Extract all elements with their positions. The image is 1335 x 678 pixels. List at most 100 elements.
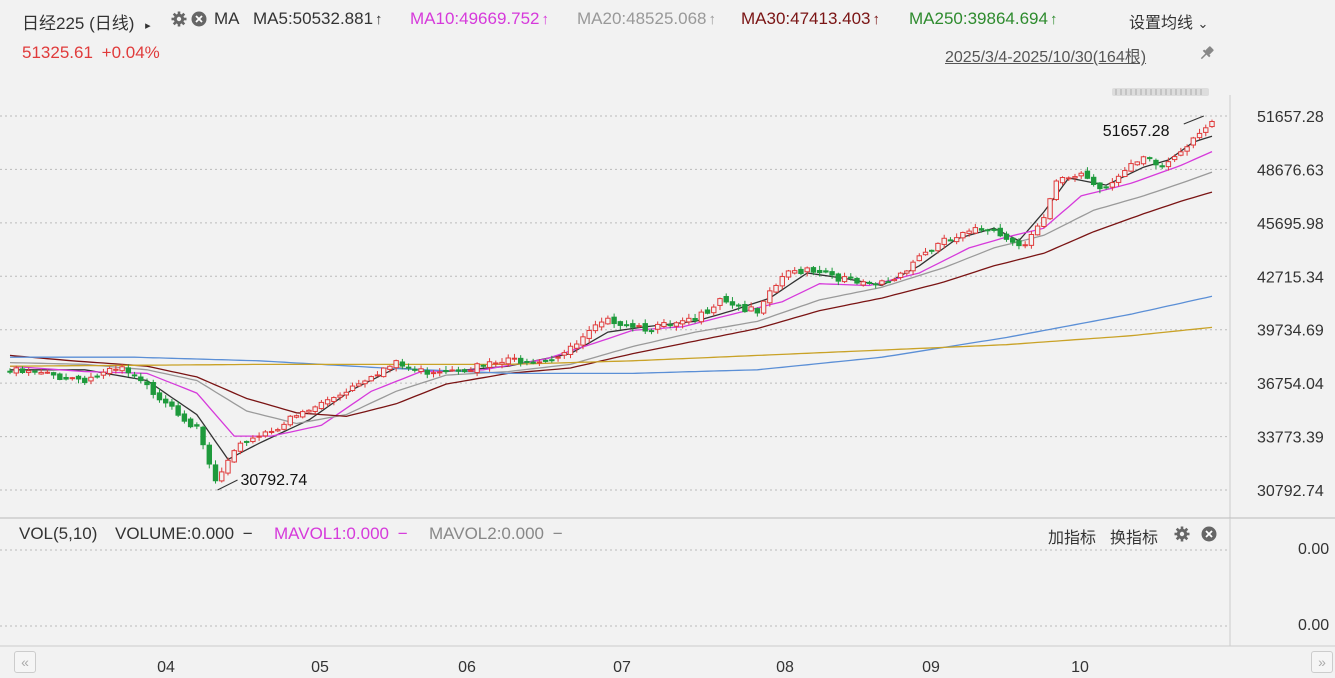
candle-down	[75, 375, 82, 380]
candle-down	[648, 330, 655, 333]
candle-down	[162, 398, 169, 404]
candle-up	[953, 237, 960, 243]
ma20-indicator: MA20:48525.068 ↑	[577, 9, 716, 29]
candle-up	[598, 321, 605, 328]
candle-down	[823, 270, 829, 273]
candle-up	[1109, 182, 1116, 188]
candle-down	[810, 267, 817, 273]
high-annotation: 51657.28	[1103, 123, 1170, 140]
chart-title[interactable]: 日经225 (日线) ▸	[22, 9, 151, 34]
candles	[7, 119, 1215, 484]
y-tick-label: 39734.69	[1257, 323, 1324, 340]
arrow-up-icon: ↑	[872, 11, 881, 28]
vol-volume: VOLUME:0.000 −	[115, 524, 253, 544]
gear-icon[interactable]	[171, 11, 187, 27]
candle-up	[300, 411, 306, 418]
candle-down	[623, 324, 630, 327]
candle-down	[754, 308, 761, 314]
candle-up	[499, 361, 505, 365]
double-left-icon[interactable]: «	[14, 651, 36, 673]
candle-down	[156, 392, 163, 401]
vol-y-tick: 0.00	[1298, 617, 1330, 634]
candle-down	[1153, 159, 1159, 166]
scroll-grip[interactable]	[1112, 87, 1209, 97]
candle-down	[617, 321, 624, 326]
candle-up	[1209, 121, 1215, 128]
candle-down	[997, 227, 1003, 237]
candle-down	[835, 273, 842, 282]
candle-up	[673, 322, 680, 327]
candle-up	[100, 371, 107, 376]
title-arrow-icon: ▸	[145, 20, 151, 32]
candle-up	[1140, 156, 1147, 165]
candle-up	[113, 368, 119, 371]
candle-up	[580, 336, 586, 346]
candle-down	[872, 283, 879, 286]
candle-up	[374, 374, 381, 377]
candle-up	[430, 372, 437, 375]
candle-down	[181, 413, 188, 422]
candle-down	[455, 369, 462, 372]
candle-down	[692, 317, 698, 321]
candle-down	[978, 228, 985, 231]
candle-up	[349, 385, 356, 392]
ma-line-ma60	[10, 295, 1213, 375]
ma10-indicator: MA10:49669.752 ↑	[410, 9, 549, 29]
candle-down	[7, 370, 13, 373]
candle-up	[574, 343, 580, 349]
candle-up	[343, 391, 350, 396]
candle-down	[704, 309, 711, 314]
x-tick-label: 09	[922, 659, 940, 676]
candle-up	[748, 306, 754, 312]
candle-down	[243, 440, 250, 443]
candle-down	[1084, 170, 1091, 179]
add-indicator-button[interactable]: 加指标	[1048, 530, 1097, 547]
candle-up	[393, 360, 399, 369]
candle-up	[1034, 225, 1041, 236]
close-icon[interactable]	[1201, 526, 1217, 542]
candle-up	[960, 231, 966, 239]
chevron-down-icon: ⌄	[1197, 16, 1209, 31]
gear-icon[interactable]	[1174, 526, 1190, 542]
y-tick-label: 51657.28	[1257, 109, 1324, 126]
candle-up	[1178, 151, 1184, 156]
date-range[interactable]: 2025/3/4-2025/10/30(164根)	[945, 49, 1147, 66]
candle-down	[798, 268, 804, 275]
candle-up	[306, 409, 312, 413]
candle-up	[225, 459, 231, 474]
x-tick-label: 08	[776, 659, 794, 676]
candle-up	[312, 406, 318, 412]
candle-up	[760, 300, 767, 314]
candle-up	[362, 380, 368, 385]
double-right-icon[interactable]: »	[1311, 651, 1333, 673]
x-tick-label: 06	[458, 659, 476, 676]
pin-icon[interactable]	[1198, 44, 1216, 62]
candle-down	[854, 277, 860, 284]
close-icon[interactable]	[191, 11, 207, 27]
candle-up	[324, 399, 331, 405]
ma-line-ma5	[10, 135, 1213, 461]
candle-down	[125, 367, 132, 374]
dash-icon: −	[552, 524, 563, 543]
grid-lines	[0, 115, 1230, 627]
candle-up	[293, 415, 300, 418]
ma-settings-button[interactable]: 设置均线 ⌄	[1129, 9, 1208, 33]
candle-down	[461, 369, 468, 373]
candle-up	[281, 423, 287, 430]
candle-up	[1115, 175, 1122, 183]
switch-indicator-button[interactable]: 换指标	[1110, 530, 1159, 547]
candle-down	[187, 418, 194, 428]
chart-title-text: 日经225 (日线)	[22, 14, 135, 33]
candle-down	[480, 364, 487, 367]
candle-down	[729, 301, 736, 306]
candle-up	[356, 383, 362, 387]
candle-up	[1028, 234, 1035, 246]
candle-down	[735, 304, 742, 307]
candle-up	[935, 242, 941, 252]
candle-up	[380, 367, 387, 378]
candle-up	[879, 280, 885, 285]
candle-down	[94, 375, 100, 378]
candle-up	[567, 345, 574, 355]
candle-down	[19, 368, 26, 373]
